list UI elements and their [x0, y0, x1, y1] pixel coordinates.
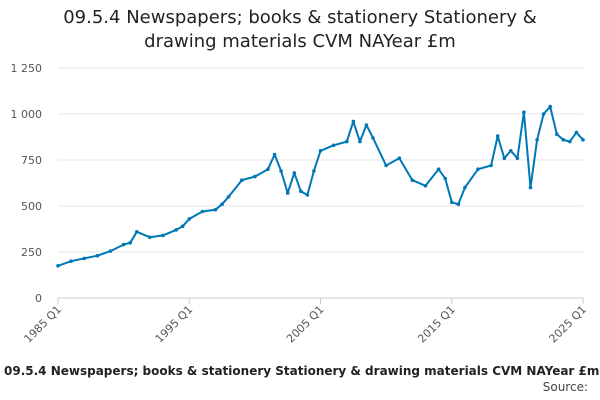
- data-point: [56, 264, 60, 268]
- x-tick-label: 2025 Q1: [547, 303, 590, 346]
- y-tick-label: 1 250: [11, 62, 43, 75]
- data-point: [82, 256, 87, 261]
- data-point: [279, 169, 283, 173]
- axes: 0 250 500 750 1 000 1 250 1985 Q1 1995 Q1 2005 Q…: [11, 62, 590, 345]
- data-point: [95, 253, 100, 258]
- data-point: [180, 224, 185, 228]
- data-point: [410, 178, 415, 182]
- data-points: [56, 104, 585, 268]
- data-point: [436, 167, 441, 171]
- data-point: [384, 163, 388, 168]
- data-point: [240, 178, 244, 182]
- data-point: [121, 242, 126, 247]
- data-point: [364, 123, 369, 127]
- data-point: [299, 189, 303, 194]
- x-tick-label: 2005 Q1: [284, 303, 327, 346]
- x-tick-label: 2015 Q1: [415, 303, 458, 346]
- data-point: [292, 171, 297, 175]
- data-point: [581, 138, 585, 142]
- chart-title: 09.5.4 Newspapers; books & stationery St…: [63, 7, 537, 52]
- data-point: [541, 112, 546, 116]
- y-tick-label: 500: [21, 200, 42, 213]
- data-point: [128, 241, 132, 245]
- data-point: [535, 138, 539, 142]
- data-point: [272, 152, 277, 157]
- data-point: [515, 156, 520, 160]
- chart-caption: 09.5.4 Newspapers; books & stationery St…: [4, 364, 600, 378]
- data-point: [450, 200, 454, 205]
- data-point: [456, 202, 461, 206]
- data-point: [312, 169, 316, 173]
- series-line-group: [57, 105, 584, 267]
- data-point: [285, 191, 290, 195]
- data-point: [331, 143, 336, 148]
- data-point: [135, 230, 139, 234]
- data-point: [213, 207, 218, 212]
- data-point: [397, 156, 402, 160]
- data-point: [358, 139, 362, 144]
- data-point: [568, 139, 572, 144]
- data-point: [476, 167, 480, 171]
- data-point: [502, 156, 507, 160]
- data-point: [161, 233, 165, 238]
- data-point: [351, 119, 356, 124]
- y-tick-label: 1 000: [11, 108, 43, 121]
- series-line: [57, 105, 584, 267]
- data-point: [187, 217, 192, 221]
- data-point: [423, 184, 428, 188]
- data-point: [200, 209, 205, 214]
- data-point: [305, 193, 310, 197]
- y-tick-label: 750: [21, 154, 42, 167]
- data-point: [345, 139, 349, 144]
- data-point: [522, 110, 526, 114]
- data-point: [220, 202, 224, 206]
- data-point: [548, 104, 552, 109]
- x-tick-label: 1995 Q1: [153, 303, 196, 346]
- data-point: [266, 167, 270, 171]
- x-tick-label: 1985 Q1: [22, 303, 65, 346]
- data-point: [318, 149, 323, 153]
- data-point: [574, 130, 579, 135]
- data-point: [174, 228, 178, 232]
- data-point: [371, 136, 375, 140]
- data-point: [443, 176, 448, 181]
- y-tick-label: 250: [21, 246, 42, 259]
- data-point: [555, 132, 559, 136]
- data-point: [509, 149, 513, 153]
- data-point: [69, 259, 73, 264]
- data-point: [148, 235, 152, 240]
- gridlines: [58, 67, 583, 299]
- data-point: [528, 185, 533, 190]
- data-point: [253, 174, 257, 179]
- data-point: [108, 249, 113, 253]
- data-point: [495, 134, 500, 138]
- data-point: [489, 163, 493, 168]
- data-point: [226, 195, 231, 199]
- chart-source: Source:: [542, 380, 588, 394]
- y-tick-label: 0: [35, 292, 42, 305]
- data-point: [463, 185, 467, 190]
- data-point: [561, 138, 566, 142]
